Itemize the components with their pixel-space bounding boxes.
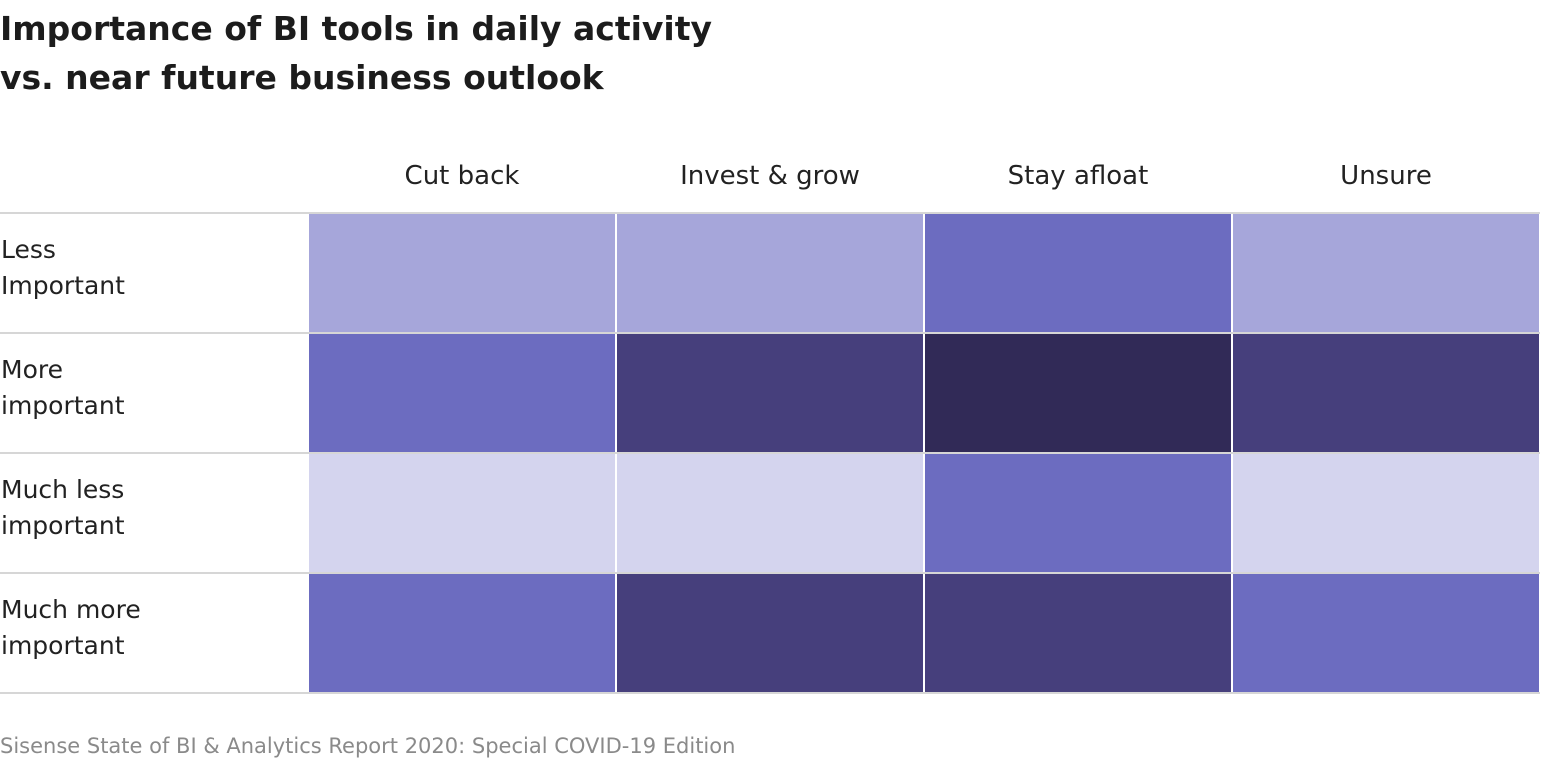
heatmap-cell [925,454,1231,572]
heatmap-cell [617,454,923,572]
chart-title-line-1: Importance of BI tools in daily activity [0,9,713,48]
row-label: important [1,631,125,660]
heatmap-cell [617,574,923,692]
chart-title: Importance of BI tools in daily activity… [0,4,900,102]
source-note: Sisense State of BI & Analytics Report 2… [0,734,736,758]
row-label: important [1,511,125,540]
heatmap-cell [309,334,615,452]
row-label: Important [1,271,125,300]
heatmap-cell [309,574,615,692]
heatmap-cell [925,334,1231,452]
heatmap-cell [617,214,923,332]
heatmap-cell [309,454,615,572]
heatmap-cell [309,214,615,332]
column-label: Invest & grow [680,161,860,191]
row-label: important [1,391,125,420]
heatmap-cell [1233,574,1539,692]
heatmap-cell [925,574,1231,692]
heatmap-cell [1233,214,1539,332]
column-label: Unsure [1340,161,1432,191]
chart-title-line-2: vs. near future business outlook [0,58,604,97]
heatmap-cell [1233,334,1539,452]
row-label: Much less [1,475,124,504]
heatmap-chart: Cut back Invest & grow Stay afloat Unsure Le… [0,161,1540,694]
row-label: Less [1,235,56,264]
heatmap-cell [925,214,1231,332]
heatmap-cell [617,334,923,452]
heatmap-cell [1233,454,1539,572]
row-label: Much more [1,595,141,624]
column-label: Cut back [405,161,520,191]
row-label: More [1,355,63,384]
column-label: Stay afloat [1008,161,1149,191]
